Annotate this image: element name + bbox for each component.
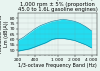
Title: Minimum and maximum radiated sound (third-octave) of 1,000 rpm ± 5% (proportion : Minimum and maximum radiated sound (thir… [15, 0, 100, 12]
Y-axis label: Radiated sound
Lm (dB(A)): Radiated sound Lm (dB(A)) [0, 15, 9, 53]
X-axis label: 1/3-octave Frequency Band (Hz): 1/3-octave Frequency Band (Hz) [18, 63, 97, 68]
